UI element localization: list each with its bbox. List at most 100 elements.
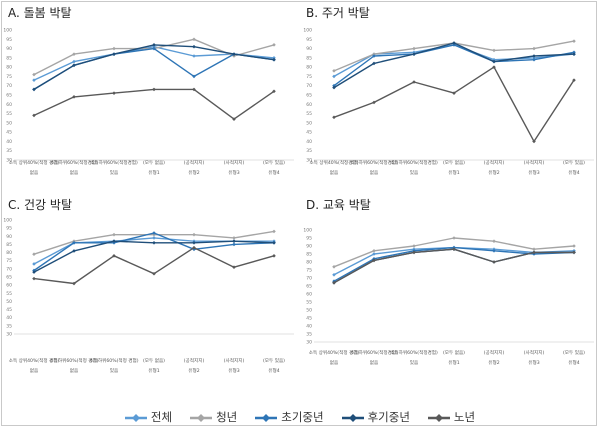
- y-tick-label: 35: [6, 148, 12, 154]
- data-point: [412, 46, 416, 51]
- x-tick-label: (모두 있음): [263, 357, 285, 364]
- y-tick-label: 95: [306, 236, 312, 242]
- data-point: [232, 242, 236, 247]
- data-point: [152, 236, 156, 240]
- data-point: [332, 85, 336, 90]
- data-point: [492, 59, 496, 64]
- data-point: [152, 271, 156, 276]
- y-tick-label: 45: [6, 307, 12, 313]
- data-point: [532, 46, 536, 51]
- data-point: [372, 100, 376, 105]
- y-tick-label: 30: [6, 332, 12, 338]
- data-point: [272, 57, 276, 62]
- data-point: [372, 61, 376, 66]
- y-tick-label: 55: [306, 300, 312, 306]
- data-point: [272, 254, 276, 258]
- data-point: [152, 43, 156, 47]
- x-tick-label: (모두 없음): [143, 357, 165, 364]
- x-tick-label: 유형4: [268, 169, 279, 176]
- x-tick-label: 있음: [110, 169, 118, 176]
- data-point: [572, 50, 576, 55]
- y-tick-label: 50: [6, 299, 12, 305]
- data-point: [372, 249, 376, 253]
- y-tick-label: 75: [306, 268, 312, 274]
- y-tick-label: 65: [6, 275, 12, 281]
- data-point: [272, 89, 276, 94]
- legend-label: 청년: [216, 410, 238, 424]
- legend-swatch-icon: [255, 412, 278, 422]
- data-point: [492, 48, 496, 53]
- y-tick-label: 50: [306, 120, 312, 126]
- legend: 전체 청년 초기중년 후기중년 노년: [0, 408, 600, 426]
- x-tick-label: 소득하위60%(적정경험): [390, 349, 438, 356]
- y-tick-label: 35: [306, 148, 312, 154]
- data-point: [112, 46, 116, 51]
- x-tick-label: 없음: [70, 169, 78, 176]
- x-tick-label: 유형4: [568, 169, 579, 176]
- y-tick-label: 95: [6, 226, 12, 232]
- x-tick-label: 없음: [30, 367, 38, 374]
- x-tick-label: 없음: [30, 169, 38, 176]
- y-tick-label: 80: [306, 65, 312, 71]
- data-point: [192, 87, 196, 92]
- x-tick-label: (모두 있음): [263, 159, 285, 166]
- data-point: [152, 231, 156, 235]
- y-tick-label: 50: [6, 120, 12, 126]
- data-point: [372, 52, 376, 56]
- data-point: [112, 91, 116, 95]
- y-tick-label: 70: [306, 83, 312, 89]
- data-point: [72, 95, 76, 99]
- y-tick-label: 75: [306, 74, 312, 80]
- y-tick-label: 45: [6, 130, 12, 136]
- data-point: [152, 87, 156, 92]
- x-tick-label: 없음: [370, 359, 378, 366]
- x-tick-label: 유형1: [148, 367, 159, 374]
- y-tick-label: 75: [6, 74, 12, 80]
- chart-care: 30 35 40 45 50 55 60 65 70 75 80 85 90 95 100 소득 상위40%(…: [3, 28, 294, 176]
- data-point: [72, 281, 76, 286]
- panel-a-care: A. 돌봄 박탈 30 35 40 45 50 55 60 65 70 75 80 85 90 95 100…: [2, 2, 298, 192]
- legend-label: 초기중년: [281, 410, 324, 424]
- x-tick-label: 없음: [370, 169, 378, 176]
- data-point: [532, 247, 536, 251]
- chart-housing: 30 35 40 45 50 55 60 65 70 75 80 85 90 95 100 소득 상위40%(…: [303, 28, 594, 176]
- x-tick-label: 소득 상위40%(적정 경험): [9, 159, 60, 166]
- data-point: [192, 54, 196, 58]
- data-point: [332, 115, 336, 120]
- data-point: [72, 52, 76, 56]
- y-tick-label: 55: [6, 291, 12, 297]
- data-point: [192, 232, 196, 237]
- x-tick-label: 있음: [410, 359, 418, 366]
- y-tick-label: 65: [306, 284, 312, 290]
- y-tick-label: 65: [6, 93, 12, 99]
- data-point: [452, 91, 456, 95]
- y-tick-label: 100: [303, 228, 312, 234]
- series-line-후기중년: [333, 42, 575, 89]
- x-tick-label: (공적지지): [484, 159, 505, 166]
- legend-swatch-icon: [124, 412, 147, 422]
- y-tick-label: 70: [6, 266, 12, 272]
- y-tick-label: 50: [306, 308, 312, 314]
- data-point: [192, 74, 196, 79]
- x-tick-label: (사적지지): [524, 159, 545, 166]
- data-point: [412, 244, 416, 248]
- data-point: [372, 54, 376, 58]
- x-tick-label: 유형3: [228, 169, 239, 176]
- data-point: [492, 260, 496, 264]
- y-tick-label: 40: [306, 324, 312, 330]
- x-tick-label: 없음: [330, 169, 338, 176]
- data-point: [332, 69, 336, 73]
- x-tick-label: 유형3: [228, 367, 239, 374]
- y-tick-label: 45: [306, 130, 312, 136]
- y-tick-label: 100: [3, 28, 12, 34]
- x-tick-label: 소득하위60%(적정경험): [350, 159, 398, 166]
- legend-swatch-icon: [190, 412, 213, 422]
- y-tick-label: 70: [6, 83, 12, 89]
- x-tick-label: 없음: [70, 367, 78, 374]
- x-tick-label: 유형2: [488, 169, 499, 176]
- x-tick-label: (모두 없음): [443, 349, 465, 356]
- x-tick-label: 유형3: [528, 359, 539, 366]
- chart-education: 30 35 40 45 50 55 60 65 70 75 80 85 90 95 100 소득 상위40%(…: [303, 228, 594, 366]
- data-point: [332, 265, 336, 269]
- data-point: [112, 52, 116, 56]
